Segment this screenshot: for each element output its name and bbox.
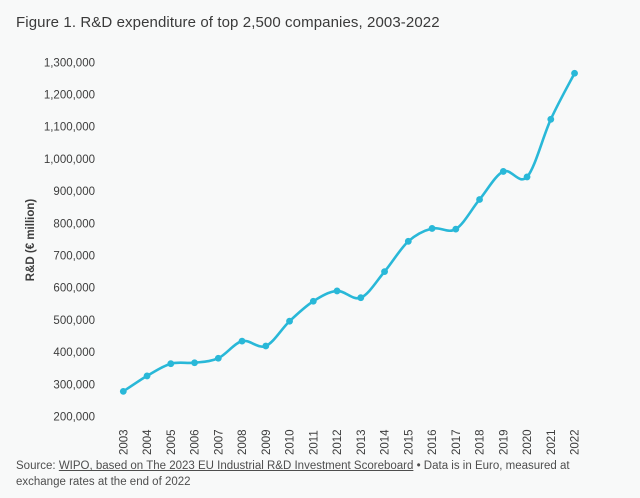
figure-title: Figure 1. R&D expenditure of top 2,500 c… bbox=[16, 14, 440, 31]
data-point-2008 bbox=[238, 337, 246, 345]
data-point-2005 bbox=[167, 360, 175, 368]
data-point-2020 bbox=[523, 173, 531, 181]
x-tick-label: 2013 bbox=[356, 429, 368, 455]
x-tick-label: 2018 bbox=[475, 429, 487, 455]
x-tick-label: 2020 bbox=[522, 429, 534, 455]
chart-canvas: 200,000 300,000 400,000 500,000 600,000 700,0… bbox=[25, 57, 582, 455]
data-point-2006 bbox=[191, 359, 198, 367]
data-point-2011 bbox=[309, 297, 317, 305]
x-tick-label: 2016 bbox=[427, 429, 439, 455]
x-tick-label: 2006 bbox=[190, 429, 202, 455]
x-tick-label: 2009 bbox=[261, 429, 273, 455]
x-tick-label: 2019 bbox=[498, 429, 510, 455]
y-axis-title: R&D (€ million) bbox=[25, 199, 37, 282]
x-tick-label: 2011 bbox=[308, 430, 320, 455]
data-point-2003 bbox=[119, 387, 127, 395]
data-point-2009 bbox=[262, 342, 270, 350]
y-tick-label: 1,000,000 bbox=[44, 154, 95, 166]
x-tick-label: 2005 bbox=[166, 429, 178, 455]
data-point-2014 bbox=[381, 268, 388, 275]
x-tick-label: 2012 bbox=[332, 429, 344, 455]
y-tick-label: 600,000 bbox=[53, 283, 95, 295]
data-point-2007 bbox=[214, 354, 222, 362]
x-tick-label: 2007 bbox=[213, 429, 225, 455]
y-tick-label: 700,000 bbox=[53, 251, 95, 263]
data-point-2013 bbox=[357, 294, 365, 302]
source-suffix: • Data is in Euro, measured at exchange … bbox=[16, 460, 570, 488]
series-line bbox=[122, 71, 576, 393]
x-tick-label: 2004 bbox=[142, 429, 154, 455]
source-prefix: Source: bbox=[16, 460, 59, 472]
data-point-2016 bbox=[428, 225, 436, 232]
x-tick-label: 2008 bbox=[237, 429, 249, 455]
y-tick-label: 900,000 bbox=[53, 186, 95, 198]
data-point-2018 bbox=[476, 196, 483, 203]
data-point-2021 bbox=[547, 115, 555, 123]
source-link[interactable]: WIPO, based on The 2023 EU Industrial R&… bbox=[58, 460, 414, 472]
x-tick-label: 2022 bbox=[570, 429, 582, 455]
y-tick-label: 1,300,000 bbox=[44, 57, 95, 69]
data-point-2004 bbox=[143, 372, 151, 380]
y-tick-label: 500,000 bbox=[53, 315, 95, 327]
x-tick-label: 2015 bbox=[403, 429, 415, 455]
data-point-2015 bbox=[404, 237, 412, 245]
y-tick-label: 1,100,000 bbox=[44, 122, 95, 134]
y-tick-label: 200,000 bbox=[53, 412, 95, 424]
x-tick-label: 2003 bbox=[118, 429, 130, 455]
source-note: Source: WIPO, based on The 2023 EU Indus… bbox=[16, 458, 608, 490]
y-tick-label: 300,000 bbox=[53, 379, 95, 391]
data-point-2012 bbox=[333, 287, 341, 295]
data-point-2019 bbox=[499, 168, 507, 175]
x-tick-label: 2010 bbox=[285, 429, 297, 455]
x-tick-label: 2017 bbox=[451, 429, 463, 455]
y-tick-label: 1,200,000 bbox=[44, 90, 95, 102]
x-tick-label: 2021 bbox=[546, 429, 558, 455]
x-tick-label: 2014 bbox=[380, 429, 392, 455]
data-point-2010 bbox=[286, 317, 293, 325]
y-tick-label: 800,000 bbox=[53, 218, 95, 230]
data-point-2017 bbox=[452, 225, 460, 233]
y-tick-label: 400,000 bbox=[53, 347, 95, 359]
data-point-2022 bbox=[571, 69, 578, 77]
